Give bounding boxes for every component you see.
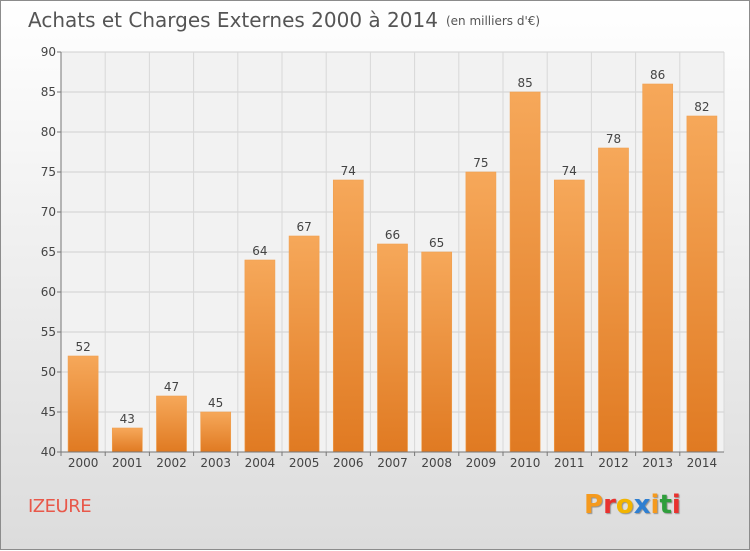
x-tick-label-2010: 2010 [510,456,541,470]
chart-title: Achats et Charges Externes 2000 à 2014 (e… [28,8,540,32]
x-tick-label-2006: 2006 [333,456,364,470]
y-tick-label: 70 [41,205,56,219]
bar-2014 [686,115,718,453]
y-tick-label: 65 [41,245,56,259]
bar-2009 [465,171,497,453]
data-label-2005: 67 [296,220,311,234]
x-tick-label-2012: 2012 [598,456,629,470]
bar-2013 [642,83,674,453]
x-tick-label-2000: 2000 [68,456,99,470]
brand-letter: o [615,490,634,520]
y-tick-label: 50 [41,365,56,379]
data-label-2011: 74 [562,164,577,178]
bars-layer: 52 43 47 45 64 67 74 66 65 75 85 74 78 86 82 [67,68,718,453]
brand-letter: r [603,490,616,520]
y-tick-label: 75 [41,165,56,179]
axis-layer: 40 45 50 55 60 65 70 75 80 85 90 2000 2001 2002 2003 20… [41,45,724,470]
bar-2001 [111,427,143,453]
bar-2011 [553,179,585,453]
brand-letter: i [671,490,681,520]
chart-subtitle: (en milliers d'€) [445,14,541,28]
data-label-2012: 78 [606,132,621,146]
data-label-2008: 65 [429,236,444,250]
data-label-2002: 47 [164,380,179,394]
x-tick-label-2014: 2014 [687,456,718,470]
commune-name: IZEURE [28,496,92,517]
data-label-2001: 43 [120,412,135,426]
data-label-2014: 82 [694,100,709,114]
chart-title-text: Achats et Charges Externes 2000 à 2014 [28,8,438,32]
x-tick-label-2007: 2007 [377,456,408,470]
x-tick-label-2011: 2011 [554,456,585,470]
data-label-2013: 86 [650,68,665,82]
data-label-2000: 52 [75,340,90,354]
data-label-2003: 45 [208,396,223,410]
y-tick-label: 55 [41,325,56,339]
bar-2002 [156,395,187,453]
bar-2008 [421,251,453,453]
brand-letter: i [650,490,660,520]
x-tick-label-2009: 2009 [466,456,497,470]
data-label-2006: 74 [341,164,356,178]
data-label-2009: 75 [473,156,488,170]
brand-letter: P [584,490,604,520]
y-tick-label: 60 [41,285,56,299]
x-tick-label-2013: 2013 [642,456,673,470]
y-tick-label: 80 [41,125,56,139]
x-tick-label-2005: 2005 [289,456,320,470]
y-tick-label: 90 [41,45,56,59]
x-tick-label-2002: 2002 [156,456,187,470]
brand-letter: t [659,490,672,520]
data-label-2004: 64 [252,244,267,258]
data-label-2010: 85 [517,76,532,90]
x-tick-label-2004: 2004 [245,456,276,470]
brand-letter: x [633,490,651,520]
x-tick-label-2001: 2001 [112,456,143,470]
bar-2004 [244,259,276,453]
brand-logo: Proxiti [584,490,681,520]
y-tick-label: 85 [41,85,56,99]
bar-2005 [288,235,320,453]
bar-2007 [377,243,408,453]
bar-2010 [509,91,541,453]
x-tick-label-2008: 2008 [421,456,452,470]
data-label-2007: 66 [385,228,400,242]
bar-2012 [598,147,629,453]
bar-2000 [67,355,99,453]
bar-2006 [332,179,364,453]
y-tick-label: 45 [41,405,56,419]
x-tick-label-2003: 2003 [200,456,231,470]
bar-2003 [200,411,232,453]
y-tick-label: 40 [41,445,56,459]
